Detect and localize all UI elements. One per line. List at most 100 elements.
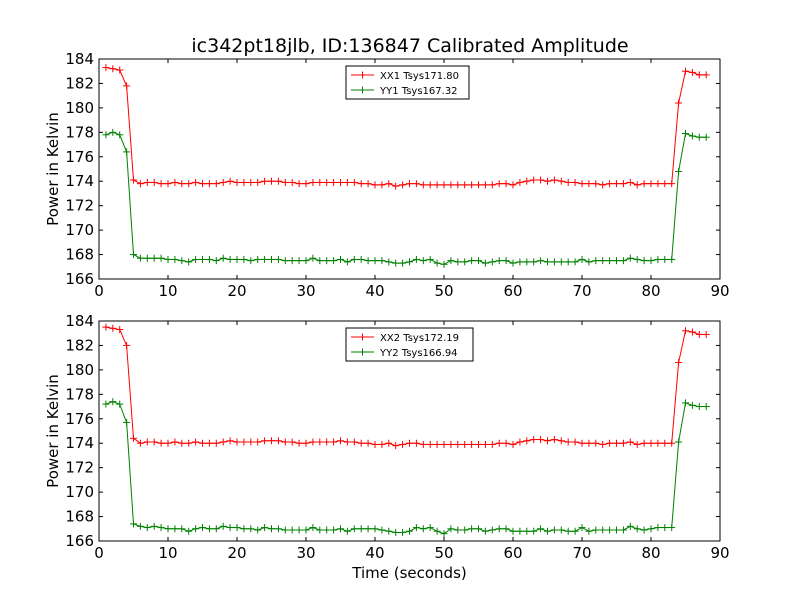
bottom-series-0-marker [682, 327, 689, 335]
bottom-series-0-marker [702, 330, 710, 338]
top-series-1-marker [481, 259, 489, 267]
bottom-series-1-marker [647, 525, 655, 533]
top-series-1-marker [640, 257, 648, 265]
top-xtick-label: 30 [296, 282, 315, 300]
top-series-0-marker [702, 71, 710, 79]
top-series-0-marker [695, 71, 703, 79]
bottom-series-0-marker [406, 439, 413, 447]
bottom-series-0-marker [647, 439, 655, 447]
bottom-series-0-marker [185, 439, 193, 447]
bottom-series-1-marker [544, 527, 551, 535]
top-legend: XX1 Tsys171.80 YY1 Tsys167.32 [345, 65, 470, 100]
top-series-0-marker [240, 178, 248, 186]
bottom-series-1-marker [371, 525, 379, 533]
bottom-series-0-marker [688, 328, 696, 336]
top-series-1-marker [461, 258, 469, 266]
bottom-series-0-marker [412, 439, 420, 447]
top-series-1-marker [488, 258, 496, 266]
bottom-series-0-marker [481, 440, 489, 448]
top-series-1-marker [116, 131, 124, 139]
top-series-0-marker [130, 176, 137, 184]
top-series-0-marker [254, 178, 262, 186]
bottom-series-1-marker [268, 525, 275, 533]
top-series-0-marker [550, 176, 558, 184]
bottom-series-0-marker [426, 440, 434, 448]
top-series-1-marker [557, 258, 565, 266]
bottom-series-0-marker [164, 439, 172, 447]
top-series-1-marker [647, 257, 655, 265]
bottom-series-0-marker [488, 440, 496, 448]
bottom-series-1-marker [654, 524, 662, 532]
top-series-1-marker [185, 258, 193, 266]
top-series-0-marker [302, 180, 310, 188]
bottom-series-0-marker [309, 438, 317, 446]
top-xtick-label: 0 [94, 282, 104, 300]
bottom-series-1-marker [136, 522, 144, 530]
top-series-0-marker [557, 177, 565, 185]
top-series-1-marker [330, 257, 338, 265]
bottom-series-1-marker [157, 524, 165, 532]
bottom-series-1-marker [537, 525, 545, 533]
bottom-series-1-marker [688, 401, 696, 409]
top-ytick-label: 168 [65, 246, 94, 264]
top-series-0-marker [613, 180, 620, 188]
bottom-xtick-label: 60 [503, 544, 522, 562]
bottom-series-0-marker [475, 440, 482, 448]
top-series-1-marker [599, 257, 607, 265]
bottom-xtick-label: 0 [94, 544, 104, 562]
top-legend-entry-yy1: YY1 Tsys167.32 [351, 86, 458, 97]
top-series-0-marker [136, 180, 144, 188]
top-series-0-marker [247, 178, 255, 186]
bottom-series-1-marker [295, 526, 303, 534]
bottom-ytick-label: 176 [65, 410, 94, 428]
top-series-0-marker [433, 181, 441, 189]
top-xtick-label: 70 [572, 282, 591, 300]
bottom-series-0-marker [516, 438, 524, 446]
bottom-series-1-marker [447, 525, 455, 533]
top-series-1-marker [523, 258, 531, 266]
top-series-1-marker [550, 258, 558, 266]
bottom-series-0-marker [585, 439, 593, 447]
top-series-0-marker [661, 180, 669, 188]
bottom-series-0-marker [537, 436, 545, 444]
bottom-series-0-marker [695, 330, 703, 338]
bottom-series-1-marker [226, 524, 234, 532]
bottom-series-0-marker [495, 439, 503, 447]
bottom-series-0-marker [557, 437, 565, 445]
bottom-series-0-marker [626, 438, 634, 446]
bottom-legend-box [345, 327, 474, 362]
top-series-0-marker [295, 180, 303, 188]
bottom-series-1-marker [613, 526, 620, 534]
top-series-1-marker [564, 258, 572, 266]
bottom-series-0-marker [378, 440, 386, 448]
top-series-1-marker [157, 254, 165, 262]
bottom-series-1-marker [585, 527, 593, 535]
top-series-1-marker [675, 167, 683, 175]
top-series-0-marker [440, 181, 448, 189]
top-ytick-label: 180 [65, 99, 94, 117]
top-series-0-marker [392, 182, 400, 190]
top-series-0-marker [461, 181, 469, 189]
top-series-0-marker [495, 180, 503, 188]
bottom-series-1-marker [468, 525, 476, 533]
top-series-0-marker [268, 177, 275, 185]
top-series-1-marker [695, 133, 703, 141]
bottom-series-1-marker [364, 525, 372, 533]
top-series-1-marker [123, 148, 131, 156]
bottom-series-1-marker [178, 525, 186, 533]
top-series-1-marker [378, 257, 386, 265]
top-series-0-marker [571, 178, 579, 186]
bottom-series-0-marker [654, 439, 662, 447]
top-series-0-marker [150, 178, 158, 186]
top-series-1-marker [613, 257, 620, 265]
bottom-xtick-label: 10 [158, 544, 177, 562]
bottom-series-0-marker [343, 438, 351, 446]
top-series-1-marker [192, 255, 200, 263]
top-series-1-marker [626, 254, 634, 262]
top-ytick-label: 178 [65, 123, 94, 141]
bottom-series-0-marker [240, 438, 248, 446]
top-series-0-marker [102, 64, 110, 72]
bottom-series-1-marker [495, 525, 503, 533]
bottom-series-0-marker [130, 434, 137, 442]
bottom-series-1-marker [661, 524, 669, 532]
